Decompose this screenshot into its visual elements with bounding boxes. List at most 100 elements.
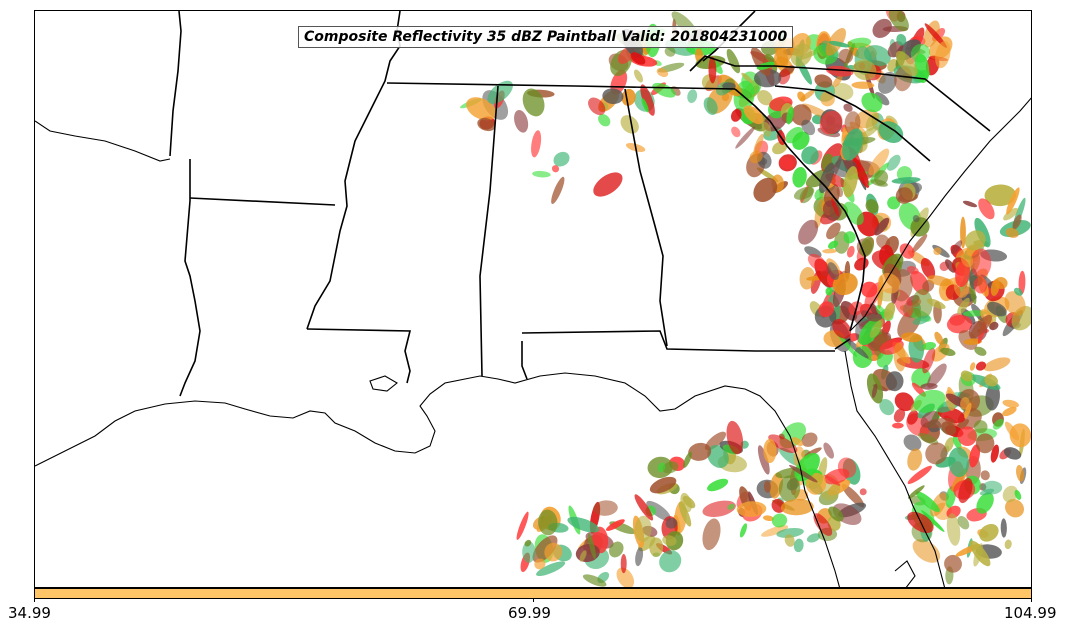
reflectivity-blob	[1014, 489, 1022, 500]
reflectivity-blob	[960, 216, 966, 249]
reflectivity-blob	[763, 480, 771, 493]
reflectivity-blob	[793, 538, 804, 553]
reflectivity-blob	[951, 240, 963, 255]
reflectivity-blob	[925, 417, 955, 429]
reflectivity-blob	[886, 154, 901, 171]
reflectivity-blob	[865, 199, 879, 214]
reflectivity-blob	[866, 312, 883, 322]
reflectivity-blob	[828, 506, 844, 522]
al-ga-border	[624, 88, 668, 347]
reflectivity-blob	[703, 97, 718, 115]
reflectivity-blob	[870, 179, 888, 187]
reflectivity-blob	[800, 89, 815, 102]
reflectivity-blob	[924, 23, 947, 48]
reflectivity-blob	[922, 341, 937, 351]
reflectivity-blob	[822, 248, 837, 254]
reflectivity-blob	[990, 444, 1000, 463]
reflectivity-blob	[831, 198, 840, 217]
reflectivity-blob	[828, 40, 850, 48]
reflectivity-blob	[665, 517, 678, 529]
reflectivity-blob	[664, 46, 676, 57]
reflectivity-blob	[813, 513, 833, 536]
reflectivity-blob	[833, 83, 854, 100]
ga-fl-border	[834, 338, 851, 350]
reflectivity-blob	[778, 156, 794, 170]
reflectivity-blob	[1002, 406, 1017, 417]
reflectivity-blob	[912, 214, 920, 223]
map-canvas	[35, 11, 1031, 587]
reflectivity-blob	[944, 554, 962, 573]
reflectivity-blob	[807, 253, 827, 272]
reflectivity-blob	[911, 234, 928, 253]
reflectivity-blob	[602, 88, 624, 105]
reflectivity-blob	[683, 451, 692, 468]
al-fl-border	[521, 330, 835, 380]
reflectivity-blob	[656, 67, 669, 78]
tx-ar-border	[169, 11, 182, 157]
reflectivity-blob	[896, 33, 907, 46]
reflectivity-blob	[659, 550, 682, 573]
reflectivity-blob	[688, 442, 712, 461]
reflectivity-blob	[838, 48, 854, 64]
reflectivity-blob	[979, 488, 995, 496]
nc-sc-border	[774, 85, 931, 162]
reflectivity-blob	[841, 484, 865, 508]
reflectivity-blob	[726, 48, 741, 74]
reflectivity-blob	[859, 488, 867, 496]
reflectivity-blob	[915, 491, 940, 513]
coastline	[35, 97, 1031, 587]
reflectivity-blob	[735, 126, 756, 149]
reflectivity-blob	[957, 297, 970, 315]
reflectivity-blob	[906, 266, 919, 275]
reflectivity-blob	[983, 357, 1011, 372]
reflectivity-blob	[771, 513, 788, 528]
reflectivity-blob	[726, 420, 744, 455]
reflectivity-blob	[609, 541, 624, 558]
reflectivity-blob	[993, 418, 1004, 430]
reflectivity-blob	[885, 371, 904, 392]
reflectivity-blob	[741, 72, 753, 84]
reflectivity-blob	[973, 276, 988, 294]
reflectivity-blob	[893, 408, 906, 423]
reflectivity-blob	[892, 422, 904, 429]
reflectivity-blob	[832, 318, 852, 339]
reflectivity-blob	[920, 383, 938, 390]
reflectivity-blob	[791, 437, 804, 447]
reflectivity-blob	[895, 187, 913, 204]
reflectivity-blob	[776, 527, 804, 538]
reflectivity-blob	[536, 561, 566, 577]
reflectivity-blob	[946, 314, 973, 334]
reflectivity-blob	[852, 59, 877, 81]
reflectivity-blob	[780, 498, 814, 516]
reflectivity-blob	[843, 231, 856, 244]
reflectivity-blob	[801, 119, 816, 136]
reflectivity-blob	[538, 509, 558, 536]
reflectivity-blob	[708, 56, 717, 84]
colorbar-tick-mark	[533, 598, 534, 602]
reflectivity-blob	[762, 515, 774, 522]
reflectivity-blob	[786, 106, 794, 125]
reflectivity-blob	[753, 177, 778, 202]
reflectivity-blob	[1005, 227, 1019, 238]
reflectivity-blob	[657, 462, 666, 473]
reflectivity-blob	[761, 121, 772, 137]
reflectivity-blob	[778, 475, 801, 502]
reflectivity-blob	[652, 82, 676, 98]
reflectivity-blob	[763, 438, 777, 463]
reflectivity-blob	[649, 537, 664, 557]
reflectivity-blob	[466, 97, 497, 121]
reflectivity-blob	[984, 184, 1017, 207]
reflectivity-blob	[634, 494, 654, 521]
reflectivity-blob	[606, 519, 625, 531]
reflectivity-blob	[903, 434, 922, 451]
reflectivity-blob	[610, 69, 628, 95]
reflectivity-blob	[960, 370, 973, 382]
reflectivity-blob	[926, 298, 946, 309]
reflectivity-blob	[907, 465, 932, 485]
reflectivity-blob	[739, 523, 748, 538]
reflectivity-blob	[522, 88, 545, 117]
reflectivity-blob	[784, 534, 795, 547]
reflectivity-blob	[789, 464, 818, 483]
reflectivity-blob	[964, 230, 986, 251]
reflectivity-blob	[985, 383, 1000, 411]
